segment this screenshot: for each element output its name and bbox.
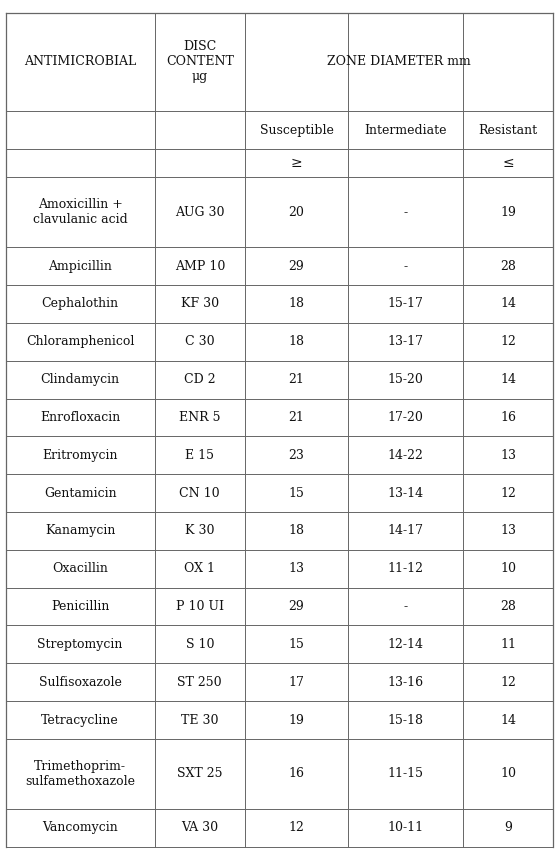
Text: 20: 20	[288, 206, 305, 219]
Text: Penicillin: Penicillin	[51, 600, 109, 613]
Text: 11: 11	[500, 638, 516, 651]
Text: 14-17: 14-17	[387, 524, 424, 538]
Text: 15: 15	[288, 638, 305, 651]
Text: DISC
CONTENT
μg: DISC CONTENT μg	[166, 41, 234, 83]
Text: 12: 12	[500, 676, 516, 688]
Text: 13: 13	[500, 448, 516, 462]
Text: Kanamycin: Kanamycin	[45, 524, 115, 538]
Text: CD 2: CD 2	[184, 373, 216, 386]
Text: 17: 17	[288, 676, 305, 688]
Text: 12: 12	[500, 487, 516, 500]
Text: Resistant: Resistant	[479, 123, 538, 136]
Text: 16: 16	[288, 768, 305, 780]
Text: Enrofloxacin: Enrofloxacin	[40, 411, 120, 424]
Text: -: -	[404, 260, 408, 272]
Text: 29: 29	[288, 600, 304, 613]
Text: 21: 21	[288, 373, 305, 386]
Text: 13-16: 13-16	[387, 676, 424, 688]
Text: KF 30: KF 30	[181, 298, 219, 311]
Text: 12-14: 12-14	[387, 638, 424, 651]
Text: 19: 19	[288, 713, 305, 727]
Text: ST 250: ST 250	[177, 676, 222, 688]
Text: 16: 16	[500, 411, 516, 424]
Text: 19: 19	[500, 206, 516, 219]
Text: VA 30: VA 30	[181, 821, 219, 834]
Text: 18: 18	[288, 298, 305, 311]
Text: Chloramphenicol: Chloramphenicol	[26, 335, 134, 348]
Text: C 30: C 30	[185, 335, 215, 348]
Text: 12: 12	[500, 335, 516, 348]
Text: 15-20: 15-20	[387, 373, 423, 386]
Text: 10-11: 10-11	[387, 821, 424, 834]
Text: 13-14: 13-14	[387, 487, 424, 500]
Text: Clindamycin: Clindamycin	[41, 373, 120, 386]
Text: E 15: E 15	[185, 448, 214, 462]
Text: AMP 10: AMP 10	[174, 260, 225, 272]
Text: -: -	[404, 600, 408, 613]
Text: AUG 30: AUG 30	[175, 206, 225, 219]
Text: S 10: S 10	[186, 638, 214, 651]
Text: 9: 9	[504, 821, 512, 834]
Text: ≤: ≤	[503, 156, 514, 170]
Text: 14-22: 14-22	[387, 448, 423, 462]
Text: Gentamicin: Gentamicin	[44, 487, 116, 500]
Text: 15: 15	[288, 487, 305, 500]
Text: SXT 25: SXT 25	[177, 768, 222, 780]
Text: -: -	[404, 206, 408, 219]
Text: 21: 21	[288, 411, 305, 424]
Text: Oxacillin: Oxacillin	[52, 563, 108, 575]
Text: 13-17: 13-17	[387, 335, 424, 348]
Text: ENR 5: ENR 5	[179, 411, 221, 424]
Text: Intermediate: Intermediate	[364, 123, 447, 136]
Text: 15-18: 15-18	[387, 713, 424, 727]
Text: 29: 29	[288, 260, 304, 272]
Text: 17-20: 17-20	[387, 411, 423, 424]
Text: TE 30: TE 30	[181, 713, 219, 727]
Text: Cephalothin: Cephalothin	[41, 298, 119, 311]
Text: ZONE DIAMETER mm: ZONE DIAMETER mm	[328, 55, 471, 68]
Text: 13: 13	[288, 563, 305, 575]
Text: 18: 18	[288, 524, 305, 538]
Text: Streptomycin: Streptomycin	[37, 638, 123, 651]
Text: 14: 14	[500, 298, 516, 311]
Text: Vancomycin: Vancomycin	[42, 821, 118, 834]
Text: CN 10: CN 10	[179, 487, 220, 500]
Text: 12: 12	[288, 821, 305, 834]
Text: K 30: K 30	[185, 524, 215, 538]
Text: Tetracycline: Tetracycline	[41, 713, 119, 727]
Text: ANTIMICROBIAL: ANTIMICROBIAL	[24, 55, 136, 68]
Text: Ampicillin: Ampicillin	[48, 260, 112, 272]
Text: Susceptible: Susceptible	[259, 123, 333, 136]
Text: Eritromycin: Eritromycin	[42, 448, 118, 462]
Text: 18: 18	[288, 335, 305, 348]
Text: ≥: ≥	[291, 156, 302, 170]
Text: Trimethoprim-
sulfamethoxazole: Trimethoprim- sulfamethoxazole	[25, 760, 135, 788]
Text: 15-17: 15-17	[387, 298, 423, 311]
Text: 10: 10	[500, 563, 516, 575]
Text: Sulfisoxazole: Sulfisoxazole	[39, 676, 121, 688]
Text: 10: 10	[500, 768, 516, 780]
Text: 13: 13	[500, 524, 516, 538]
Text: P 10 UI: P 10 UI	[176, 600, 224, 613]
Text: 14: 14	[500, 373, 516, 386]
Text: 11-15: 11-15	[387, 768, 424, 780]
Text: 11-12: 11-12	[387, 563, 424, 575]
Text: OX 1: OX 1	[184, 563, 215, 575]
Text: Amoxicillin +
clavulanic acid: Amoxicillin + clavulanic acid	[33, 198, 127, 226]
Text: 23: 23	[288, 448, 305, 462]
Text: 28: 28	[500, 260, 516, 272]
Text: 14: 14	[500, 713, 516, 727]
Text: 28: 28	[500, 600, 516, 613]
